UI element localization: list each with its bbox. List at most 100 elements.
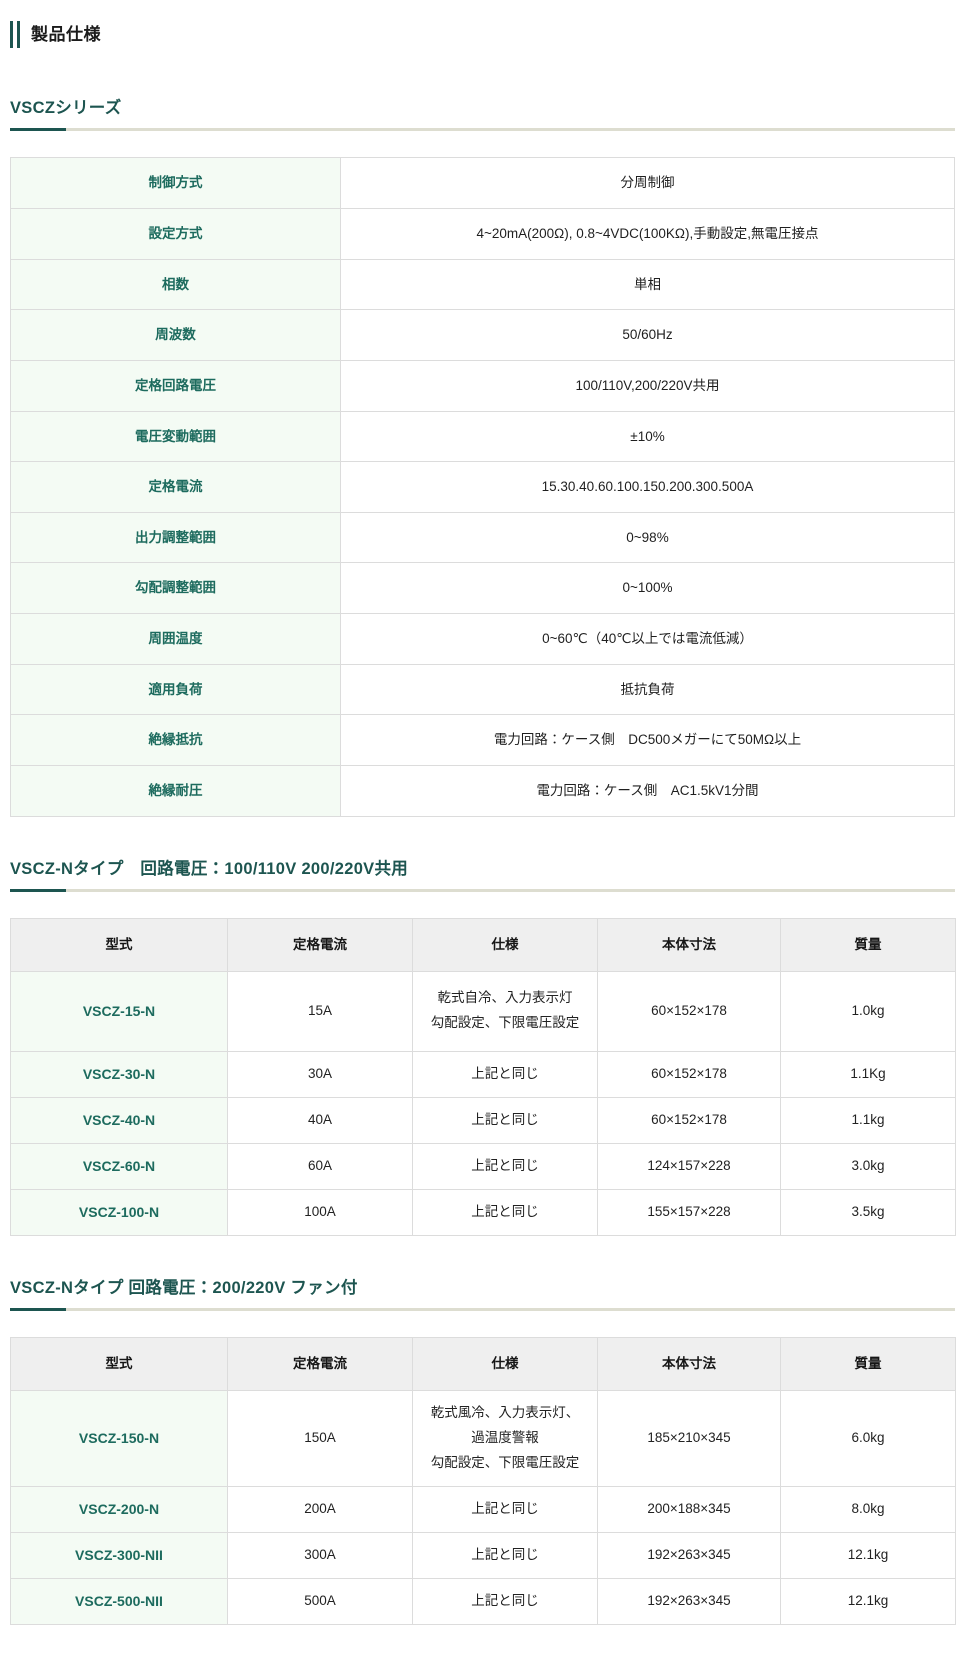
model-table-2: 型式 定格電流 仕様 本体寸法 質量 VSCZ-150-N 150A 乾式風冷、入力表示灯、… bbox=[10, 1337, 956, 1625]
weight: 8.0kg bbox=[780, 1485, 956, 1533]
spec-label: 出力調整範囲 bbox=[10, 511, 341, 564]
spec-value: 50/60Hz bbox=[340, 309, 955, 361]
table-row: VSCZ-500-NII 500A 上記と同じ 192×263×345 12.1kg bbox=[10, 1577, 956, 1625]
model-name: VSCZ-200-N bbox=[10, 1485, 228, 1533]
column-header: 仕様 bbox=[412, 918, 598, 972]
model-name: VSCZ-500-NII bbox=[10, 1577, 228, 1625]
body-dimension: 124×157×228 bbox=[597, 1142, 781, 1190]
spec-label: 相数 bbox=[10, 258, 341, 311]
table-row: 相数 単相 bbox=[10, 258, 955, 311]
rated-current: 150A bbox=[227, 1389, 413, 1487]
spec-label: 絶縁耐圧 bbox=[10, 764, 341, 817]
body-dimension: 200×188×345 bbox=[597, 1485, 781, 1533]
column-header: 質量 bbox=[780, 1337, 956, 1391]
spec-label: 適用負荷 bbox=[10, 663, 341, 716]
spec-detail: 上記と同じ bbox=[412, 1050, 598, 1098]
spec-value: 15.30.40.60.100.150.200.300.500A bbox=[340, 461, 955, 513]
model-name: VSCZ-15-N bbox=[10, 970, 228, 1052]
spec-table: 制御方式 分周制御 設定方式 4~20mA(200Ω), 0.8~4VDC(100KΩ… bbox=[10, 157, 955, 817]
rated-current: 30A bbox=[227, 1050, 413, 1098]
table-row: VSCZ-30-N 30A 上記と同じ 60×152×178 1.1Kg bbox=[10, 1050, 956, 1098]
spec-label: 絶縁抵抗 bbox=[10, 714, 341, 766]
spec-detail: 上記と同じ bbox=[412, 1142, 598, 1190]
table-row: VSCZ-15-N 15A 乾式自冷、入力表示灯 勾配設定、下限電圧設定 60×152… bbox=[10, 970, 956, 1052]
title-accent-bars-icon bbox=[10, 20, 20, 48]
spec-label: 定格電流 bbox=[10, 461, 341, 513]
section-heading-vscz-series: VSCZシリーズ bbox=[0, 98, 965, 128]
spec-detail: 上記と同じ bbox=[412, 1096, 598, 1144]
model-name: VSCZ-150-N bbox=[10, 1389, 228, 1487]
table-header-row: 型式 定格電流 仕様 本体寸法 質量 bbox=[10, 1337, 956, 1391]
table-row: 周囲温度 0~60℃（40℃以上では電流低減） bbox=[10, 613, 955, 665]
table-row: VSCZ-60-N 60A 上記と同じ 124×157×228 3.0kg bbox=[10, 1142, 956, 1190]
table-row: 勾配調整範囲 0~100% bbox=[10, 562, 955, 615]
section-rule-wrap bbox=[0, 1308, 965, 1312]
table-row: 絶縁耐圧 電力回路：ケース側 AC1.5kV1分間 bbox=[10, 764, 955, 817]
column-header: 本体寸法 bbox=[597, 1337, 781, 1391]
column-header: 型式 bbox=[10, 1337, 228, 1391]
spec-detail: 乾式風冷、入力表示灯、 過温度警報 勾配設定、下限電圧設定 bbox=[412, 1389, 598, 1487]
table-row: VSCZ-100-N 100A 上記と同じ 155×157×228 3.5kg bbox=[10, 1188, 956, 1236]
page-title-block: 製品仕様 bbox=[0, 0, 965, 52]
body-dimension: 185×210×345 bbox=[597, 1389, 781, 1487]
table-row: 出力調整範囲 0~98% bbox=[10, 511, 955, 564]
spec-label: 設定方式 bbox=[10, 208, 341, 260]
table-row: VSCZ-200-N 200A 上記と同じ 200×188×345 8.0kg bbox=[10, 1485, 956, 1533]
section-title: VSCZ-Nタイプ 回路電圧：100/110V 200/220V共用 bbox=[10, 859, 409, 878]
body-dimension: 60×152×178 bbox=[597, 1050, 781, 1098]
weight: 1.1Kg bbox=[780, 1050, 956, 1098]
table-row: 定格回路電圧 100/110V,200/220V共用 bbox=[10, 359, 955, 412]
table-row: 電圧変動範囲 ±10% bbox=[10, 410, 955, 463]
spec-label: 周囲温度 bbox=[10, 613, 341, 665]
spec-value: ±10% bbox=[340, 410, 955, 463]
section-heading-vscz-n-200-fan: VSCZ-Nタイプ 回路電圧：200/220V ファン付 bbox=[0, 1278, 965, 1308]
section-title: VSCZ-Nタイプ 回路電圧：200/220V ファン付 bbox=[10, 1278, 358, 1297]
spec-detail: 乾式自冷、入力表示灯 勾配設定、下限電圧設定 bbox=[412, 970, 598, 1052]
table-row: 適用負荷 抵抗負荷 bbox=[10, 663, 955, 716]
rated-current: 500A bbox=[227, 1577, 413, 1625]
weight: 1.0kg bbox=[780, 970, 956, 1052]
spec-value: 4~20mA(200Ω), 0.8~4VDC(100KΩ),手動設定,無電圧接点 bbox=[340, 208, 955, 260]
rated-current: 15A bbox=[227, 970, 413, 1052]
body-dimension: 192×263×345 bbox=[597, 1577, 781, 1625]
spec-detail: 上記と同じ bbox=[412, 1531, 598, 1579]
spec-label: 制御方式 bbox=[10, 157, 341, 210]
table-row: 設定方式 4~20mA(200Ω), 0.8~4VDC(100KΩ),手動設定,無… bbox=[10, 208, 955, 260]
spec-value: 電力回路：ケース側 AC1.5kV1分間 bbox=[340, 764, 955, 817]
rated-current: 60A bbox=[227, 1142, 413, 1190]
spec-value: 抵抗負荷 bbox=[340, 663, 955, 716]
spec-value: 100/110V,200/220V共用 bbox=[340, 359, 955, 412]
body-dimension: 60×152×178 bbox=[597, 970, 781, 1052]
weight: 12.1kg bbox=[780, 1577, 956, 1625]
page-title: 製品仕様 bbox=[31, 24, 101, 44]
section-title: VSCZシリーズ bbox=[10, 99, 122, 117]
table-row: VSCZ-300-NII 300A 上記と同じ 192×263×345 12.1kg bbox=[10, 1531, 956, 1579]
spec-table-wrap: 制御方式 分周制御 設定方式 4~20mA(200Ω), 0.8~4VDC(100KΩ… bbox=[0, 157, 965, 817]
section-divider bbox=[10, 889, 955, 892]
rated-current: 40A bbox=[227, 1096, 413, 1144]
table-row: 絶縁抵抗 電力回路：ケース側 DC500メガーにて50MΩ以上 bbox=[10, 714, 955, 766]
weight: 3.5kg bbox=[780, 1188, 956, 1236]
spec-value: 0~98% bbox=[340, 511, 955, 564]
spec-value: 単相 bbox=[340, 258, 955, 311]
spec-detail: 上記と同じ bbox=[412, 1577, 598, 1625]
table-row: 周波数 50/60Hz bbox=[10, 309, 955, 361]
body-dimension: 60×152×178 bbox=[597, 1096, 781, 1144]
spec-value: 0~60℃（40℃以上では電流低減） bbox=[340, 613, 955, 665]
column-header: 定格電流 bbox=[227, 1337, 413, 1391]
model-name: VSCZ-300-NII bbox=[10, 1531, 228, 1579]
rated-current: 300A bbox=[227, 1531, 413, 1579]
weight: 6.0kg bbox=[780, 1389, 956, 1487]
weight: 12.1kg bbox=[780, 1531, 956, 1579]
table-row: 制御方式 分周制御 bbox=[10, 157, 955, 210]
model-name: VSCZ-100-N bbox=[10, 1188, 228, 1236]
column-header: 本体寸法 bbox=[597, 918, 781, 972]
column-header: 仕様 bbox=[412, 1337, 598, 1391]
spec-value: 電力回路：ケース側 DC500メガーにて50MΩ以上 bbox=[340, 714, 955, 766]
section-rule-wrap bbox=[0, 128, 965, 132]
spec-detail: 上記と同じ bbox=[412, 1188, 598, 1236]
table-row: 定格電流 15.30.40.60.100.150.200.300.500A bbox=[10, 461, 955, 513]
spec-value: 分周制御 bbox=[340, 157, 955, 210]
body-dimension: 155×157×228 bbox=[597, 1188, 781, 1236]
model-table-wrap-1: 型式 定格電流 仕様 本体寸法 質量 VSCZ-15-N 15A 乾式自冷、入力表示灯 勾配… bbox=[0, 918, 965, 1236]
